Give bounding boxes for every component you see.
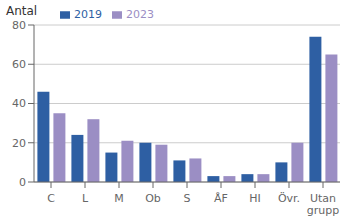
svg-text:60: 60 [12, 58, 26, 71]
html-text:2023: 2023 [126, 8, 154, 21]
svg-text:0: 0 [19, 176, 26, 189]
svg-text:Övr.: Övr. [278, 192, 300, 205]
svg-text:20: 20 [12, 137, 26, 150]
svg-text:Ob: Ob [145, 192, 161, 205]
svg-text:M: M [114, 192, 124, 205]
svg-text:40: 40 [12, 97, 26, 110]
svg-text:HI: HI [249, 192, 261, 205]
svg-text:L: L [82, 192, 89, 205]
svg-text:ÅF: ÅF [214, 192, 228, 205]
html-text:Antal: Antal [6, 4, 38, 18]
svg-text:80: 80 [12, 19, 26, 32]
html-text:2019: 2019 [74, 8, 102, 21]
svg-text:Utangrupp: Utangrupp [307, 192, 339, 217]
svg-text:C: C [47, 192, 55, 205]
svg-text:S: S [184, 192, 191, 205]
